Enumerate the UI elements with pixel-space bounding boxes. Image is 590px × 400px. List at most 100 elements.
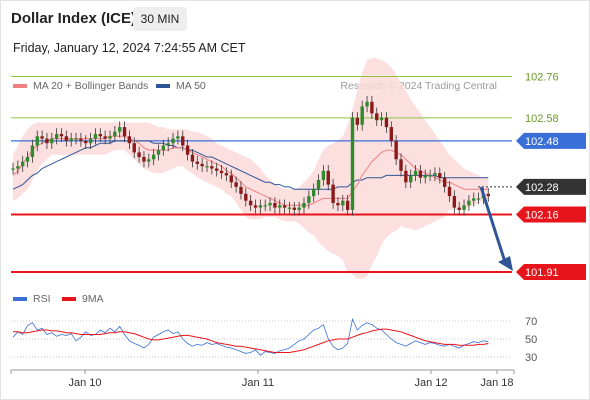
candle-body	[467, 200, 471, 206]
candle-body	[442, 177, 447, 187]
candle-body	[210, 166, 214, 169]
candle-body	[404, 170, 408, 183]
level-label-1: 102.58	[525, 113, 559, 125]
candle-body	[486, 193, 490, 197]
candles	[11, 96, 490, 216]
level-label-3: 102.28	[525, 182, 559, 194]
candle-body	[282, 205, 287, 208]
rsi-tick-label: 30	[525, 352, 537, 364]
candle-body	[253, 205, 258, 208]
level-tag-4	[516, 206, 586, 223]
candle-body	[273, 203, 277, 208]
ma9-swatch	[62, 297, 76, 301]
candle-body	[355, 117, 360, 125]
candle-body	[360, 106, 364, 125]
ma20-swatch	[13, 84, 27, 88]
candle-body	[365, 101, 369, 107]
candle-body	[447, 186, 452, 197]
candle-body	[54, 134, 59, 139]
legend-ma50: MA 50	[156, 80, 206, 92]
candle-body	[263, 205, 267, 207]
rsi-swatch	[13, 297, 27, 301]
candle-body	[297, 207, 301, 210]
candle-body	[98, 134, 102, 137]
candle-body	[45, 138, 49, 144]
candle-body	[375, 113, 379, 121]
rsi-line	[12, 317, 489, 356]
candle-body	[399, 159, 403, 171]
candle-body	[35, 136, 39, 146]
candle-body	[248, 200, 253, 206]
candle-body	[409, 175, 413, 183]
candle-body	[292, 207, 296, 210]
level-tag-2	[516, 132, 586, 149]
candle-body	[413, 170, 418, 176]
candle-body	[219, 170, 224, 174]
candle-body	[151, 154, 156, 160]
candle-body	[418, 170, 423, 178]
candle-body	[379, 117, 384, 121]
candle-body	[239, 186, 243, 194]
candle-body	[16, 166, 20, 169]
candle-body	[25, 157, 30, 162]
legend-ma9: 9MA	[62, 293, 104, 305]
candle-body	[185, 145, 190, 155]
legend-rsi: RSI	[13, 293, 51, 305]
candle-body	[74, 138, 78, 140]
candle-body	[268, 203, 272, 206]
candle-body	[40, 136, 44, 139]
candle-body	[21, 161, 25, 167]
candle-body	[118, 127, 122, 132]
candle-body	[302, 203, 306, 208]
candle-body	[132, 143, 136, 153]
chart-title: Dollar Index (ICE)	[11, 10, 137, 27]
candle-body	[113, 131, 117, 137]
candle-body	[103, 136, 107, 139]
level-tag-3	[516, 178, 586, 195]
timeframe-button[interactable]: 30 MIN	[133, 7, 187, 31]
candle-body	[428, 175, 432, 177]
candle-body	[278, 205, 282, 208]
candle-body	[457, 207, 461, 210]
candle-body	[137, 152, 141, 157]
ma50-label: MA 50	[176, 80, 206, 92]
candle-body	[108, 136, 112, 139]
candle-body	[307, 196, 311, 203]
level-label-0: 102.76	[525, 72, 559, 84]
legend-ma20: MA 20 + Bollinger Bands	[13, 80, 148, 92]
candle-body	[423, 175, 427, 178]
candle-body	[336, 203, 340, 206]
candle-body	[316, 180, 321, 190]
candle-body	[30, 145, 35, 157]
candle-body	[258, 205, 263, 208]
x-tick-label: Jan 12	[414, 377, 447, 389]
candle-body	[181, 136, 185, 146]
candle-body	[93, 134, 98, 139]
candle-body	[156, 150, 161, 155]
candle-body	[433, 173, 437, 176]
candle-body	[147, 159, 151, 162]
candle-body	[142, 157, 146, 162]
candle-body	[244, 193, 248, 201]
x-tick-label: Jan 18	[480, 377, 513, 389]
candle-body	[127, 136, 132, 144]
candle-body	[321, 170, 326, 180]
candle-body	[79, 138, 83, 141]
level-label-5: 101.91	[525, 267, 559, 279]
candle-body	[161, 145, 166, 151]
candle-body	[171, 138, 175, 144]
candle-body	[234, 182, 238, 187]
candle-body	[64, 136, 69, 141]
candle-body	[370, 101, 374, 114]
ma20-label: MA 20 + Bollinger Bands	[33, 80, 149, 92]
candle-body	[341, 200, 345, 206]
candle-body	[384, 117, 389, 128]
forecast-arrow-shaft	[479, 186, 507, 263]
level-label-2: 102.48	[525, 136, 559, 148]
candle-body	[84, 140, 88, 144]
candle-body	[215, 168, 219, 171]
level-label-4: 102.16	[525, 210, 559, 222]
ma9-label: 9MA	[82, 293, 104, 305]
candle-body	[50, 138, 54, 144]
